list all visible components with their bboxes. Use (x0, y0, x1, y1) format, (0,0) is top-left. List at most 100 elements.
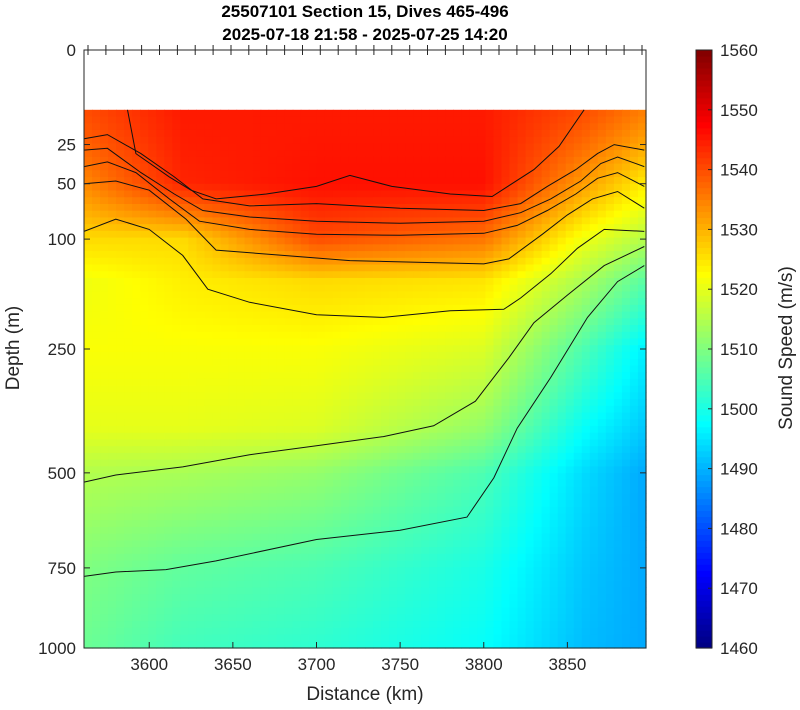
field-cell (461, 500, 470, 508)
field-cell (445, 399, 454, 407)
field-cell (485, 452, 495, 461)
field-cell (236, 459, 246, 467)
field-cell (244, 237, 254, 245)
field-cell (629, 439, 639, 447)
field-cell (108, 385, 117, 393)
field-cell (485, 224, 495, 232)
field-cell (316, 183, 326, 192)
field-cell (348, 136, 358, 145)
field-cell (108, 372, 117, 380)
field-cell (132, 473, 141, 481)
field-cell (260, 452, 270, 461)
field-cell (469, 271, 478, 279)
field-cell (501, 466, 511, 474)
field-cell (413, 412, 422, 420)
field-cell (581, 351, 591, 360)
field-cell (228, 170, 238, 178)
field-cell (284, 459, 294, 467)
field-cell (437, 304, 446, 313)
field-cell (469, 116, 478, 124)
field-cell (156, 372, 165, 380)
field-cell (148, 486, 157, 494)
field-cell (477, 190, 487, 198)
field-cell (332, 264, 342, 272)
field-cell (84, 587, 93, 595)
field-cell (188, 533, 197, 541)
field-cell (172, 493, 181, 501)
field-cell (348, 392, 358, 400)
field-cell (252, 257, 262, 266)
field-cell (228, 304, 238, 313)
field-cell (557, 479, 567, 488)
field-cell (92, 338, 101, 346)
field-cell (365, 304, 374, 313)
field-cell (308, 378, 318, 387)
field-cell (437, 163, 446, 171)
field-cell (637, 177, 647, 185)
field-cell (340, 560, 350, 568)
field-cell (509, 540, 519, 548)
field-cell (204, 129, 214, 138)
field-cell (100, 156, 109, 165)
field-cell (220, 150, 230, 158)
field-cell (268, 190, 278, 198)
field-cell (236, 351, 246, 360)
field-cell (140, 351, 149, 360)
field-cell (541, 432, 551, 441)
field-cell (308, 257, 318, 266)
field-cell (541, 459, 551, 467)
field-cell (549, 399, 559, 407)
field-cell (629, 150, 639, 158)
field-cell (629, 533, 639, 541)
field-cell (509, 136, 519, 145)
field-cell (124, 271, 133, 279)
field-cell (573, 325, 583, 333)
field-cell (228, 587, 238, 595)
field-cell (340, 574, 350, 582)
field-cell (605, 224, 615, 232)
field-cell (565, 574, 575, 582)
field-cell (573, 392, 583, 400)
field-cell (437, 560, 446, 568)
field-cell (276, 351, 286, 360)
field-cell (413, 325, 422, 333)
field-cell (108, 587, 117, 595)
field-cell (629, 217, 639, 225)
field-cell (292, 446, 302, 454)
field-cell (220, 177, 230, 185)
field-cell (188, 277, 197, 286)
field-cell (204, 150, 214, 158)
field-cell (565, 190, 575, 198)
field-cell (485, 311, 495, 319)
field-cell (276, 210, 286, 219)
field-cell (348, 277, 358, 286)
field-cell (485, 230, 495, 239)
field-cell (212, 251, 222, 259)
field-cell (405, 331, 414, 340)
field-cell (629, 553, 639, 562)
field-cell (549, 291, 559, 299)
field-cell (549, 244, 559, 252)
field-cell (429, 399, 438, 407)
field-cell (164, 251, 173, 259)
field-cell (348, 150, 358, 158)
field-cell (100, 331, 109, 340)
field-cell (212, 123, 222, 131)
field-cell (172, 466, 181, 474)
field-cell (260, 520, 270, 528)
field-cell (573, 432, 583, 441)
field-cell (477, 284, 487, 293)
field-cell (509, 325, 519, 333)
field-cell (252, 378, 262, 387)
field-cell (445, 486, 454, 494)
field-cell (405, 116, 414, 124)
field-cell (613, 425, 623, 434)
field-cell (397, 284, 406, 293)
field-cell (397, 116, 406, 124)
field-cell (429, 513, 438, 521)
field-cell (188, 284, 197, 293)
field-cell (429, 170, 438, 178)
field-cell (365, 459, 374, 467)
field-cell (124, 392, 133, 400)
field-cell (397, 378, 406, 387)
